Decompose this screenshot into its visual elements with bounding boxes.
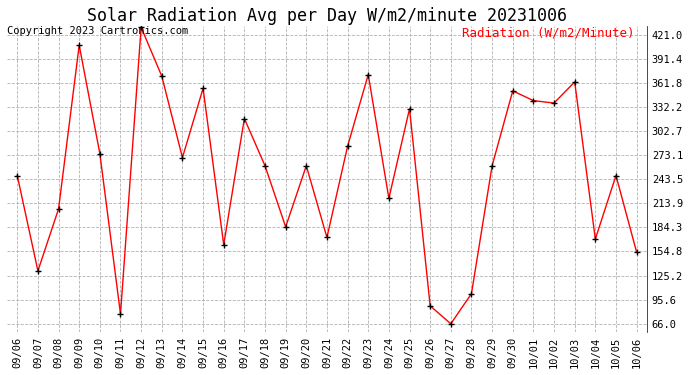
Text: Radiation (W/m2/Minute): Radiation (W/m2/Minute) [462,27,634,39]
Text: Copyright 2023 Cartronics.com: Copyright 2023 Cartronics.com [7,27,188,36]
Title: Solar Radiation Avg per Day W/m2/minute 20231006: Solar Radiation Avg per Day W/m2/minute … [87,7,567,25]
